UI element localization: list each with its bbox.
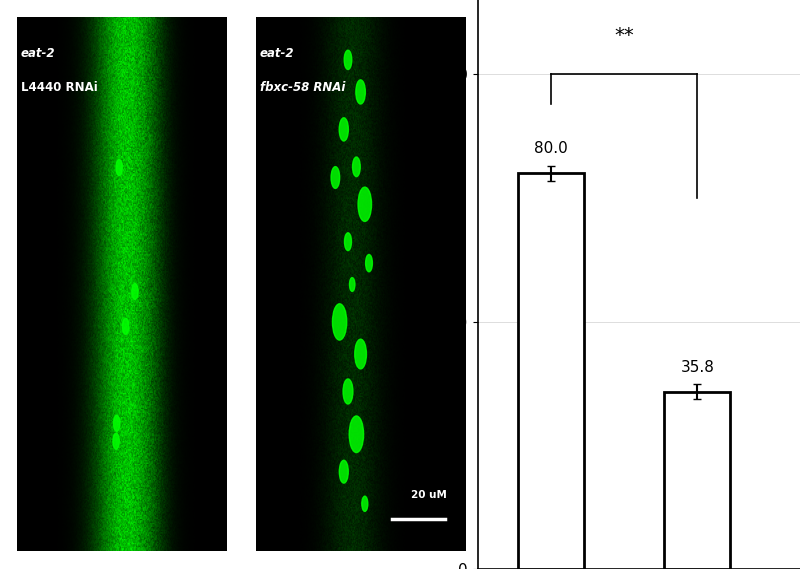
Text: **: ** (614, 26, 634, 44)
Text: 80.0: 80.0 (534, 141, 568, 156)
Y-axis label: Fragmented
mitochondria (%): Fragmented mitochondria (%) (414, 197, 453, 372)
Text: 35.8: 35.8 (681, 360, 714, 374)
Bar (518, 173, 584, 569)
Bar (665, 392, 730, 569)
